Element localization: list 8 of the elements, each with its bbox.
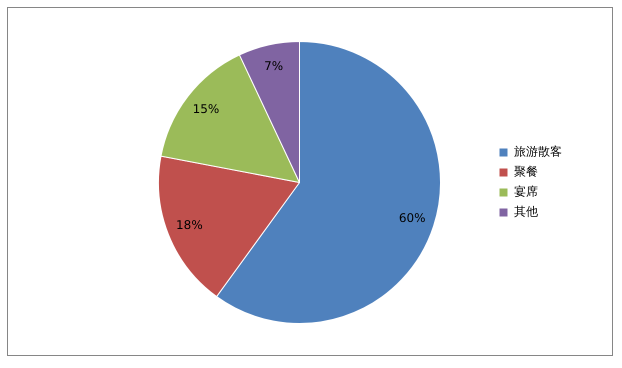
data-label: 7% [264,59,284,74]
legend-label: 聚餐 [514,164,538,179]
data-label: 15% [192,102,220,116]
legend-label: 其他 [514,204,538,219]
data-label: 60% [398,211,426,226]
data-label: 18% [176,218,203,232]
legend-label: 宴席 [514,184,538,199]
legend-label: 旅游散客 [514,144,562,159]
